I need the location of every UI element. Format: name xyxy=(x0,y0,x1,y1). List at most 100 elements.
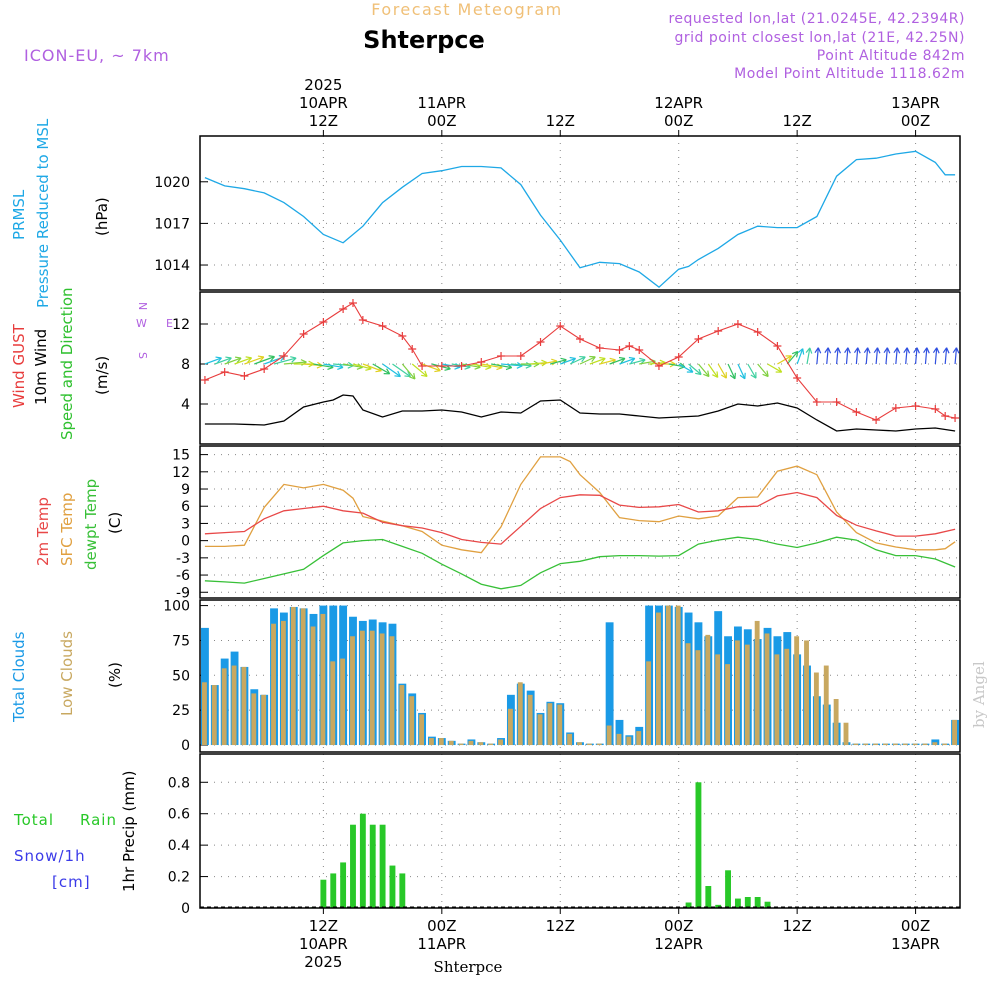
low-cloud-bar xyxy=(202,682,207,746)
wind-arrow-head xyxy=(695,368,702,376)
wind-gust-marker xyxy=(358,316,367,324)
low-cloud-bar xyxy=(586,743,592,746)
low-cloud-bar xyxy=(685,643,691,746)
wind-label-10m: 10m Wind xyxy=(32,329,50,405)
rain-bar xyxy=(330,873,337,908)
y-tick-label: -9 xyxy=(176,585,190,601)
wind-direction-arrow xyxy=(510,363,532,367)
y-tick-label: 1020 xyxy=(154,175,190,191)
total-cloud-bar xyxy=(605,622,614,746)
top-time-label: 13APR xyxy=(891,94,940,112)
low-cloud-bar xyxy=(419,714,425,746)
low-cloud-bar xyxy=(448,740,454,746)
wind-arrow-head xyxy=(750,372,757,379)
wind-arrow-head xyxy=(791,350,799,358)
wind-direction-arrow xyxy=(688,363,702,375)
wind-gust-marker xyxy=(852,408,861,416)
low-cloud-bar xyxy=(952,719,957,746)
low-cloud-bar xyxy=(636,731,642,746)
bottom-time-label: 12APR xyxy=(654,935,703,953)
compass-e: E xyxy=(166,317,173,330)
wind-speed-line xyxy=(204,394,956,432)
low-cloud-bar xyxy=(399,685,405,746)
low-cloud-bar xyxy=(379,633,385,746)
wind-arrow-head xyxy=(225,356,232,363)
wind-gust-marker xyxy=(674,353,683,361)
wind-arrow-head xyxy=(421,370,428,378)
top-time-label: 2025 xyxy=(304,76,342,94)
wind-direction-arrow xyxy=(500,363,523,367)
footer-station-label: Shterpce xyxy=(434,958,503,976)
low-cloud-bar xyxy=(794,636,800,746)
y-tick-label: 0.6 xyxy=(168,807,190,823)
wind-arrow-head xyxy=(814,347,822,354)
low-cloud-bar xyxy=(873,743,879,746)
wind-gust-marker xyxy=(319,318,328,326)
low-cloud-bar xyxy=(616,733,622,746)
low-cloud-bar xyxy=(902,743,908,746)
wind-gust-line xyxy=(204,302,956,421)
total-cloud-bar xyxy=(615,719,624,746)
low-cloud-bar xyxy=(488,743,494,746)
cloud-label-unit: (%) xyxy=(106,662,124,688)
y-tick-label: -6 xyxy=(176,568,190,584)
wind-direction-arrow xyxy=(254,356,275,365)
y-tick-label: 6 xyxy=(181,499,190,515)
wind-direction-arrow xyxy=(392,363,411,378)
rain-bar xyxy=(744,897,751,908)
bottom-time-label: 13APR xyxy=(891,935,940,953)
wind-direction-arrow xyxy=(836,347,839,365)
compass-n: N xyxy=(136,302,149,310)
wind-direction-arrow xyxy=(313,363,334,369)
wind-arrow-head xyxy=(873,347,881,354)
wind-direction-arrow xyxy=(629,359,646,365)
panel-temperature xyxy=(200,446,960,598)
wind-direction-arrow xyxy=(905,347,908,365)
low-cloud-bar xyxy=(567,733,573,746)
y-tick-label: 0 xyxy=(181,738,190,754)
top-time-label: 12Z xyxy=(309,112,338,130)
pressure-line xyxy=(204,150,956,289)
wind-arrow-head xyxy=(394,370,401,378)
y-tick-label: 1014 xyxy=(154,258,190,274)
wind-direction-arrow xyxy=(619,357,636,365)
wind-gust-marker xyxy=(279,352,288,360)
wind-gust-marker xyxy=(418,362,427,370)
y-tick-label: 25 xyxy=(172,703,190,719)
precip-legend-total: Total xyxy=(13,811,54,829)
y-tick-label: 8 xyxy=(181,357,190,373)
wind-direction-arrow xyxy=(747,363,757,379)
wind-direction-arrow xyxy=(560,357,576,365)
wind-direction-arrow xyxy=(244,356,265,365)
wind-arrow-head xyxy=(628,356,636,364)
low-cloud-bar xyxy=(744,644,750,746)
panel-frame xyxy=(199,135,961,291)
y-tick-label: 15 xyxy=(172,448,190,464)
wind-gust-marker xyxy=(654,362,663,370)
low-cloud-bar xyxy=(695,650,701,746)
low-cloud-bar xyxy=(478,742,484,746)
panel-pressure xyxy=(200,136,960,290)
low-cloud-bar xyxy=(764,633,770,746)
wind-gust-marker xyxy=(536,338,545,346)
wind-gust-marker xyxy=(200,376,209,384)
low-cloud-bar xyxy=(656,612,661,746)
wind-direction-arrow xyxy=(224,357,242,365)
wind-gust-marker xyxy=(576,335,584,343)
low-cloud-bar xyxy=(290,606,296,746)
wind-arrow-head xyxy=(893,347,901,354)
low-cloud-bar xyxy=(912,743,918,746)
wind-arrow-head xyxy=(703,370,710,378)
wind-arrow-head xyxy=(932,347,940,354)
rain-bar xyxy=(725,870,731,908)
wind-gust-marker xyxy=(911,402,920,410)
wind-arrow-head xyxy=(720,372,727,379)
wind-arrow-head xyxy=(797,348,805,355)
low-cloud-bar xyxy=(498,739,503,746)
wind-gust-marker xyxy=(812,398,821,406)
rain-bar xyxy=(340,862,347,908)
low-cloud-bar xyxy=(527,694,533,746)
wind-direction-arrow xyxy=(796,348,804,365)
top-time-label: 00Z xyxy=(427,112,456,130)
low-cloud-bar xyxy=(892,743,898,746)
